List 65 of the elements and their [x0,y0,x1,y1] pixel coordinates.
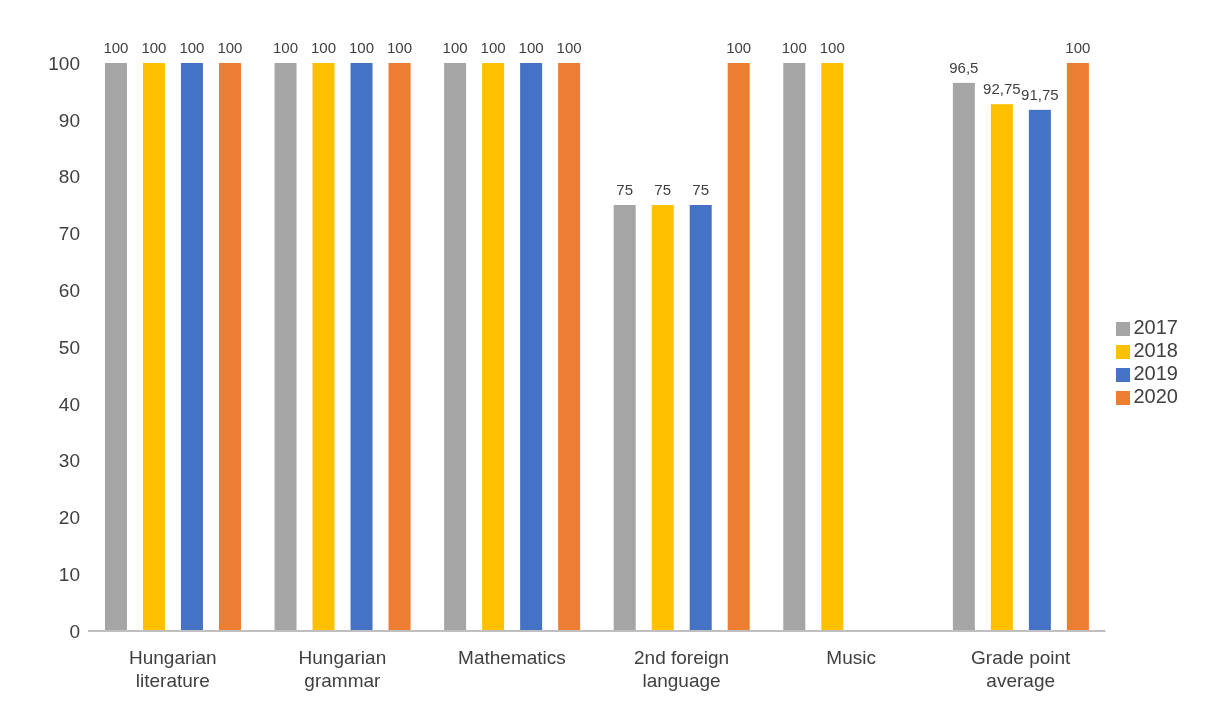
x-tick-label: 2nd foreign language [634,647,730,691]
data-label: 100 [518,39,544,56]
bar [274,63,297,631]
legend-label: 2017 [1133,316,1178,338]
data-label: 75 [616,181,634,198]
bar [821,63,844,631]
data-label: 100 [387,39,413,56]
bar [444,63,467,631]
data-label: 100 [726,39,752,56]
bar [388,63,411,631]
x-tick-label: Hungarian grammar [298,647,387,691]
data-label: 100 [556,39,582,56]
data-label: 100 [179,39,205,56]
bar [350,63,373,631]
bar [727,63,750,631]
x-tick-label: Music [826,647,876,669]
data-label: 100 [1065,39,1091,56]
bar [952,82,975,631]
data-label: 100 [103,39,129,56]
data-label: 100 [819,39,845,56]
bar [990,104,1013,631]
data-label: 96,5 [949,58,979,76]
y-tick-label: 70 [58,223,80,245]
data-label: 100 [349,39,375,56]
legend-label: 2018 [1133,339,1178,361]
bar [482,63,505,631]
y-tick-label: 90 [58,109,80,131]
y-tick-label: 30 [58,450,80,472]
data-label: 100 [273,39,299,56]
data-label: 92,75 [983,80,1021,98]
y-tick-label: 100 [48,52,80,74]
y-tick-label: 60 [58,279,80,301]
bar [218,63,241,631]
y-tick-label: 80 [58,166,80,188]
data-label: 100 [217,39,243,56]
bar [142,63,165,631]
y-tick-label: 0 [69,620,80,642]
data-label: 100 [442,39,468,56]
data-label: 100 [141,39,167,56]
data-label: 100 [480,39,506,56]
data-label: 100 [781,39,807,56]
y-tick-label: 10 [58,563,80,585]
legend-label: 2020 [1133,385,1178,407]
y-tick-label: 50 [58,336,80,358]
bar [180,63,203,631]
x-tick-label: Mathematics [458,647,566,669]
data-label: 100 [311,39,337,56]
x-tick-label: Grade point average [971,647,1072,691]
x-tick-label: Hungarian literature [128,647,217,691]
bar [312,63,335,631]
bar [1028,109,1051,631]
y-tick-label: 20 [58,507,80,529]
data-label: 91,75 [1021,85,1059,103]
bar [783,63,806,631]
bar [558,63,581,631]
bar [689,205,712,631]
bar [1066,63,1089,631]
y-tick-label: 40 [58,393,80,415]
bar [613,205,636,631]
legend-label: 2019 [1133,362,1178,384]
data-label: 75 [654,181,672,198]
bar [104,63,127,631]
bar [520,63,543,631]
data-label: 75 [692,181,710,198]
bar [651,205,674,631]
